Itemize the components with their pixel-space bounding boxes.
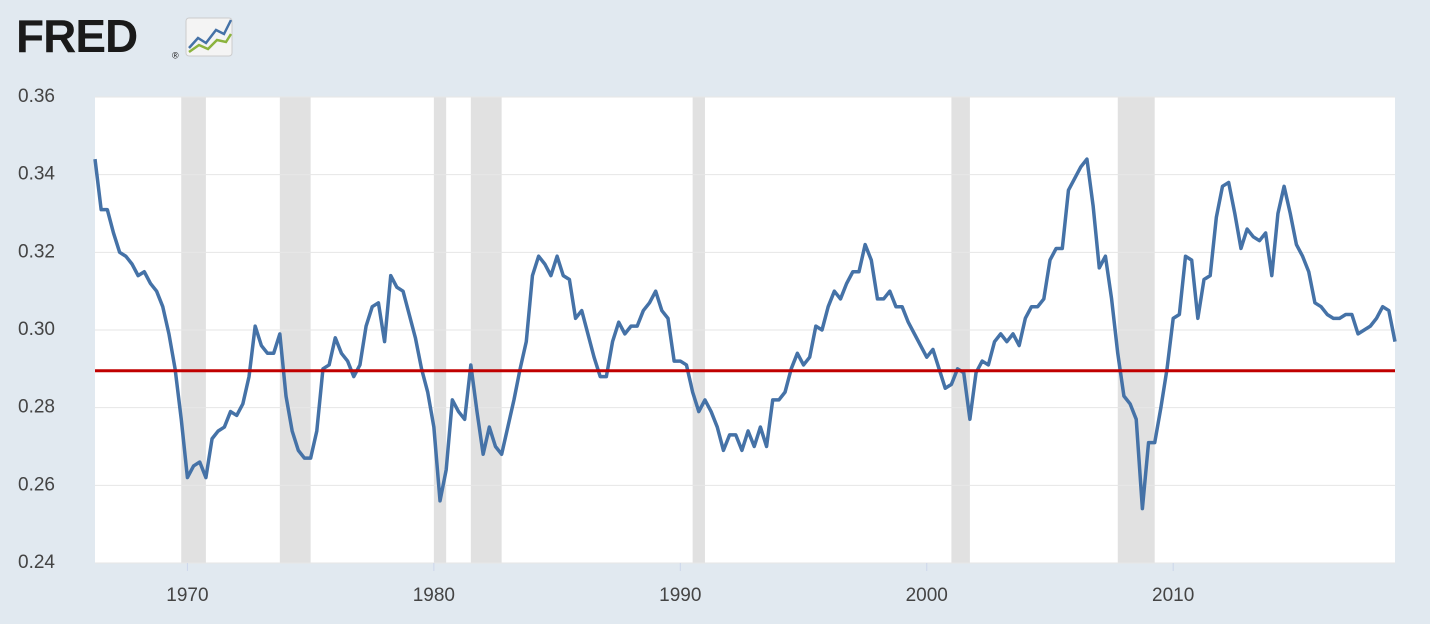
y-tick-label: 0.32 (18, 241, 55, 262)
x-tick-label: 2000 (906, 585, 948, 606)
logo-icon (185, 17, 233, 57)
y-tick-label: 0.26 (18, 474, 55, 495)
x-tick-label: 2010 (1152, 585, 1194, 606)
y-tick-label: 0.24 (18, 552, 55, 573)
x-tick-label: 1990 (659, 585, 701, 606)
y-tick-label: 0.30 (18, 319, 55, 340)
x-tick-label: 1980 (413, 585, 455, 606)
logo-mark: ® (172, 50, 179, 60)
y-tick-label: 0.34 (18, 164, 55, 185)
y-tick-label: 0.28 (18, 397, 55, 418)
logo: FRED (16, 10, 137, 62)
x-tick-label: 1970 (166, 585, 208, 606)
y-tick-label: 0.36 (18, 86, 55, 107)
series-line (93, 157, 1397, 511)
